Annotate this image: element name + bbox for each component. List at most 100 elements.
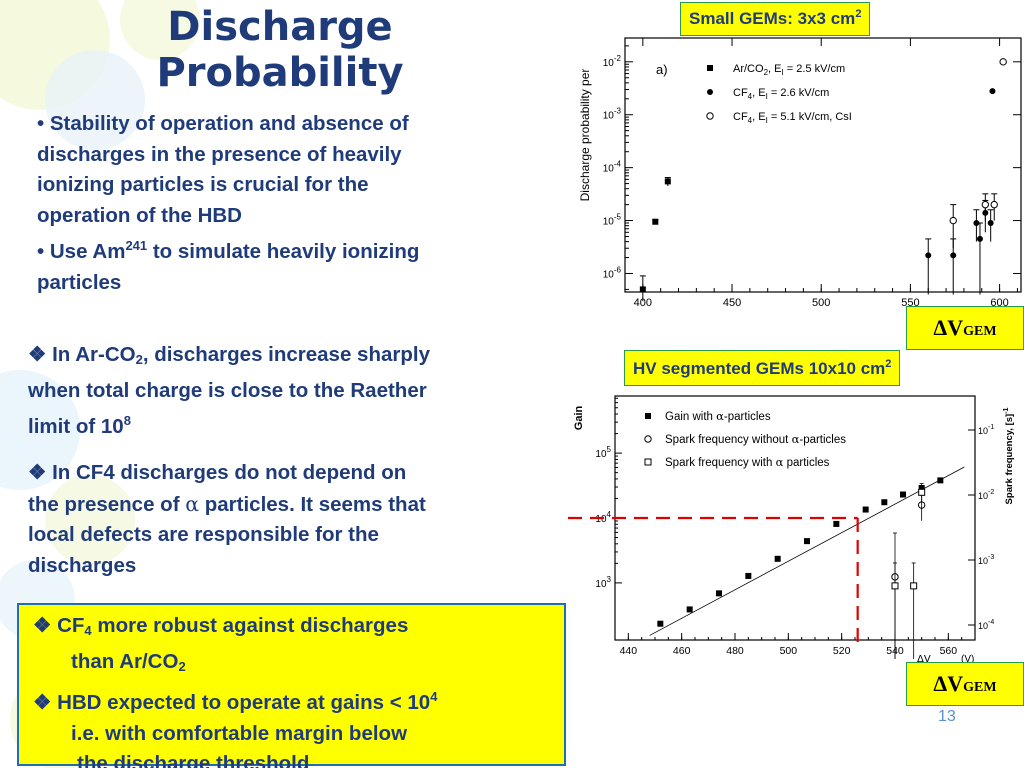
legend-entry: Spark frequency with α particles [665, 455, 830, 469]
cf4-line1: ❖ In CF4 discharges do not depend on [28, 461, 407, 484]
x-tick-label: 450 [723, 297, 741, 308]
data-point [639, 286, 646, 293]
alpha-symbol: α [185, 491, 200, 516]
x-tick-label: 500 [780, 645, 798, 657]
am241-superscript: 241 [125, 238, 148, 253]
arco2-line1: ❖ In Ar-CO2, discharges increase sharply [28, 340, 548, 376]
summary-l3-pre: ❖ HBD expected to operate at gains < 10 [33, 691, 431, 714]
title-line-2: Probability [156, 50, 404, 96]
legend-entry: Spark frequency without α-particles [665, 432, 846, 446]
arco2-line2: when total charge is close to the Raethe… [28, 378, 427, 402]
bullet-stability-line2: discharges in the presence of heavily [37, 142, 402, 166]
hv-gems-sup: 2 [885, 358, 892, 370]
data-point [664, 178, 671, 185]
legend-marker [707, 65, 713, 71]
summary-margin: i.e. with comfortable margin below [71, 721, 408, 745]
x-tick-label: 500 [812, 297, 830, 308]
legend-marker [706, 112, 714, 120]
legend-marker [707, 89, 713, 95]
arco2-line3: limit of 108 [28, 406, 548, 443]
bullet-am241-pre: • Use Am [37, 240, 126, 263]
delta-v-gem-label-bottom: ΔVGEM [906, 662, 1024, 706]
spark-point-with-alpha [910, 582, 918, 590]
summary-l3-sup: 4 [430, 689, 438, 704]
spark-point-with-alpha [918, 488, 926, 496]
x-tick-label: 520 [833, 645, 851, 657]
bullet-stability-line4: operation of the HBD [37, 203, 242, 227]
arco2-subscript: 2 [135, 352, 143, 367]
y-tick-label: 10-6 [603, 265, 622, 280]
y2-tick-label: 10-4 [978, 619, 994, 631]
gain-point [937, 477, 944, 484]
data-point [989, 88, 996, 95]
hv-gems-text: HV segmented GEMs 10x10 cm [633, 359, 886, 378]
bullet-stability-line1: • Stability of operation and absence of [37, 112, 409, 135]
title-line-1: Discharge [167, 4, 393, 50]
raether-superscript: 8 [123, 413, 131, 428]
x-axis-partial-label: ΔV [917, 654, 931, 664]
y2-tick-label: 10-3 [978, 554, 994, 566]
legend-entry: CF4, EI = 2.6 kV/cm [733, 87, 829, 101]
gain-spark-chart: 440 460 480 500 520 540 56010510410310-110-210… [568, 395, 1015, 664]
x-tick-label: 600 [990, 297, 1008, 308]
y-tick-label: 10-4 [603, 160, 622, 175]
delta-v-top: ΔV [933, 315, 964, 340]
delta-v-bottom: ΔV [933, 671, 964, 696]
bullet-am241-line2: particles [37, 270, 122, 294]
y-tick-label: 10-3 [603, 107, 622, 122]
legend-marker [644, 458, 652, 466]
y2-tick-label: 10-1 [978, 424, 994, 436]
data-point [981, 200, 990, 209]
gain-point [862, 506, 869, 513]
hv-segmented-gems-label: HV segmented GEMs 10x10 cm2 [624, 350, 901, 386]
gain-point [804, 538, 810, 545]
y-tick-label: 10-5 [603, 213, 622, 228]
x-tick-label: 460 [673, 645, 691, 657]
spark-point-with-alpha [891, 582, 899, 590]
summary-l1-post: more robust against discharges [91, 614, 409, 637]
gem-sub-top: GEM [963, 324, 997, 339]
cf4-line2: the presence of α particles. It seems th… [28, 489, 548, 521]
discharge-probability-chart: 400 450 500 550 600 10-2 10-3 10-4 10-5 10-6 Disch… [578, 37, 1022, 308]
summary-than-arco2: than Ar/CO2 [33, 647, 564, 683]
gain-point [881, 499, 888, 506]
bullet-list-hbd: • Stability of operation and absence of … [37, 109, 537, 298]
legend-entry: CF4, EI = 5.1 kV/cm, CsI [733, 111, 852, 125]
data-point [999, 58, 1007, 66]
x-tick-label: 480 [726, 645, 744, 657]
summary-l1-sub: 4 [84, 623, 92, 638]
arco2-post: , discharges increase sharply [142, 343, 430, 366]
delta-v-gem-label-top: ΔVGEM [906, 306, 1024, 350]
small-gems-sup: 2 [855, 8, 862, 20]
y-tick-label: 103 [595, 575, 611, 590]
summary-hbd-gains: ❖ HBD expected to operate at gains < 104 [33, 682, 564, 719]
summary-l1-pre: ❖ CF [33, 614, 85, 637]
summary-l2-sub: 2 [178, 658, 186, 674]
arco2-pre: ❖ In Ar-CO [28, 343, 136, 366]
data-point [987, 219, 994, 226]
data-point [925, 252, 932, 259]
gain-point [745, 572, 752, 579]
y-axis-label: Gain [573, 405, 585, 430]
summary-l2-pre: than Ar/CO [71, 649, 179, 673]
summary-box: ❖ CF4 more robust against discharges tha… [17, 603, 566, 768]
cf4-line2-pre: the presence of [28, 492, 186, 516]
gain-point [716, 590, 722, 597]
gain-point [774, 555, 781, 562]
small-gems-text: Small GEMs: 3x3 cm [689, 9, 856, 28]
bullet-stability-line3: ionizing particles is crucial for the [37, 173, 369, 196]
y2-axis-label: Spark frequency, [s]-1 [1003, 407, 1015, 504]
gain-point [686, 606, 693, 613]
data-point [976, 235, 983, 242]
y-axis-label: Discharge probability per [578, 69, 592, 202]
gem-sub-bottom: GEM [963, 680, 997, 695]
gain-point [900, 491, 906, 498]
y-tick-label: 10-2 [603, 54, 622, 69]
plot-frame [624, 37, 1022, 293]
delta-v-text-bottom: ΔVGEM [907, 671, 1023, 697]
page-number: 13 [938, 708, 956, 725]
gain-point [833, 520, 840, 527]
summary-cf4-robust: ❖ CF4 more robust against discharges [33, 611, 564, 647]
paragraph-arco2: ❖ In Ar-CO2, discharges increase sharply… [28, 340, 548, 443]
raether-pre: limit of 10 [28, 415, 124, 438]
